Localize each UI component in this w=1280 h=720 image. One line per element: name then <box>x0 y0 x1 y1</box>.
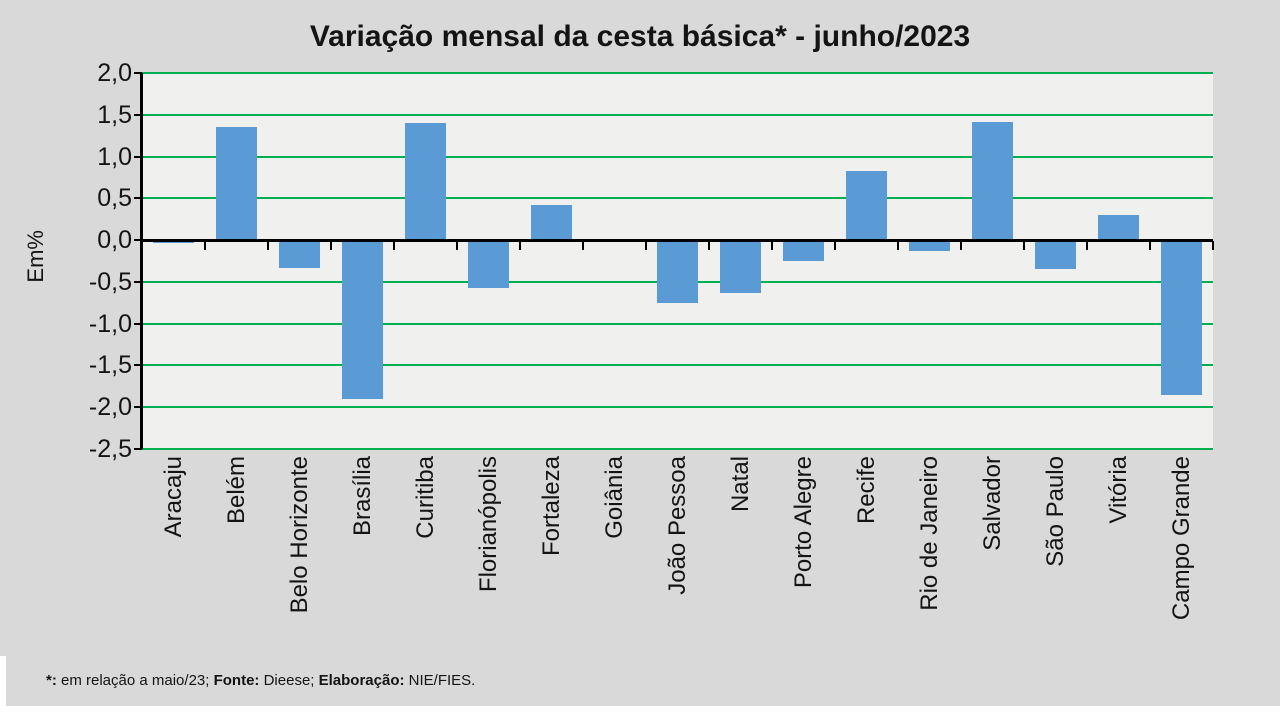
x-tick-label: Belo Horizonte <box>286 456 313 614</box>
x-axis-tick <box>582 241 584 251</box>
x-axis-tick <box>771 241 773 251</box>
x-tick-label: Vitória <box>1105 456 1132 524</box>
bar <box>468 240 509 288</box>
x-tick-label: São Paulo <box>1042 456 1069 567</box>
gridline <box>142 72 1213 74</box>
slide-edge-sliver <box>0 656 6 720</box>
footnote-segment: em relação a maio/23; <box>56 672 214 689</box>
x-tick-label: Goiânia <box>601 456 628 539</box>
y-tick-label: -2,5 <box>88 435 132 463</box>
x-axis-tick <box>708 241 710 251</box>
y-axis-tick <box>134 155 142 158</box>
x-tick-label: Curitiba <box>412 456 439 539</box>
x-tick-label: Fortaleza <box>538 456 565 557</box>
y-tick-label: 1,0 <box>97 142 132 171</box>
footnote-bold-segment: Fonte: <box>213 672 260 689</box>
gridline <box>142 322 1213 325</box>
x-tick-label: Aracaju <box>160 456 187 538</box>
x-tick-label: Natal <box>727 456 754 513</box>
bar <box>1161 240 1202 395</box>
y-axis-tick <box>134 322 142 325</box>
footnote-segment: NIE/FIES. <box>404 672 476 689</box>
x-tick-label: Brasília <box>349 456 376 537</box>
x-axis-line <box>142 238 1213 242</box>
bar <box>657 240 698 303</box>
footnote-bold-segment: Elaboração: <box>318 672 405 689</box>
x-axis-tick <box>519 241 521 251</box>
gridline <box>142 448 1213 450</box>
x-tick-label: João Pessoa <box>664 456 691 595</box>
bar <box>972 122 1013 241</box>
x-axis-tick <box>267 241 269 251</box>
bar <box>405 123 446 241</box>
x-axis-tick <box>645 241 647 251</box>
bar <box>846 170 887 241</box>
y-axis-tick <box>134 448 142 450</box>
gridline <box>142 155 1213 158</box>
y-axis-tick <box>134 280 142 283</box>
y-tick-label: -1,0 <box>88 309 132 338</box>
bar <box>531 205 572 241</box>
y-tick-label: 2,0 <box>97 59 132 87</box>
x-axis-tick <box>393 241 395 251</box>
bar <box>783 240 824 261</box>
chart-title: Variação mensal da cesta básica* - junho… <box>309 20 971 53</box>
bar <box>279 240 320 268</box>
y-axis-line <box>140 73 143 449</box>
y-axis-tick <box>134 113 142 116</box>
y-axis-tick <box>134 406 142 409</box>
x-axis-tick <box>897 241 899 251</box>
x-tick-label: Rio de Janeiro <box>916 456 943 611</box>
x-axis-tick <box>834 241 836 251</box>
x-axis-tick <box>1086 241 1088 251</box>
y-tick-label: -1,5 <box>88 351 132 380</box>
gridline <box>142 406 1213 409</box>
bar <box>1035 240 1076 270</box>
gridline <box>142 197 1213 200</box>
x-axis-tick <box>456 241 458 251</box>
x-axis-tick <box>1149 241 1151 251</box>
bar <box>342 240 383 399</box>
y-tick-label: 0,0 <box>97 226 132 255</box>
footnote: *: em relação a maio/23; Fonte: Dieese; … <box>46 672 475 689</box>
footnote-bold-segment: *: <box>46 672 57 689</box>
bar <box>909 240 950 251</box>
x-axis-tick <box>204 241 206 251</box>
y-axis-tick <box>134 197 142 200</box>
bar <box>216 127 257 241</box>
x-tick-label: Salvador <box>979 456 1006 551</box>
x-tick-label: Florianópolis <box>475 456 502 593</box>
x-tick-label: Campo Grande <box>1168 456 1195 621</box>
bar <box>1098 215 1139 241</box>
y-axis-title: Em% <box>23 230 48 283</box>
bar <box>720 240 761 293</box>
x-axis-tick <box>960 241 962 251</box>
x-tick-label: Belém <box>223 456 250 525</box>
x-axis-tick <box>1212 241 1214 251</box>
y-tick-label: 1,5 <box>97 100 132 129</box>
y-axis-tick <box>134 364 142 367</box>
x-axis-tick <box>330 241 332 251</box>
x-axis-tick <box>1023 241 1025 251</box>
y-axis-tick <box>134 239 142 242</box>
gridline <box>142 364 1213 367</box>
y-axis-tick <box>134 72 142 74</box>
y-tick-label: -0,5 <box>88 267 132 296</box>
x-tick-label: Porto Alegre <box>790 456 817 589</box>
gridline <box>142 113 1213 116</box>
x-tick-label: Recife <box>853 456 880 525</box>
footnote-segment: Dieese; <box>259 672 319 689</box>
y-tick-label: -2,0 <box>88 393 132 422</box>
y-tick-label: 0,5 <box>97 184 132 213</box>
